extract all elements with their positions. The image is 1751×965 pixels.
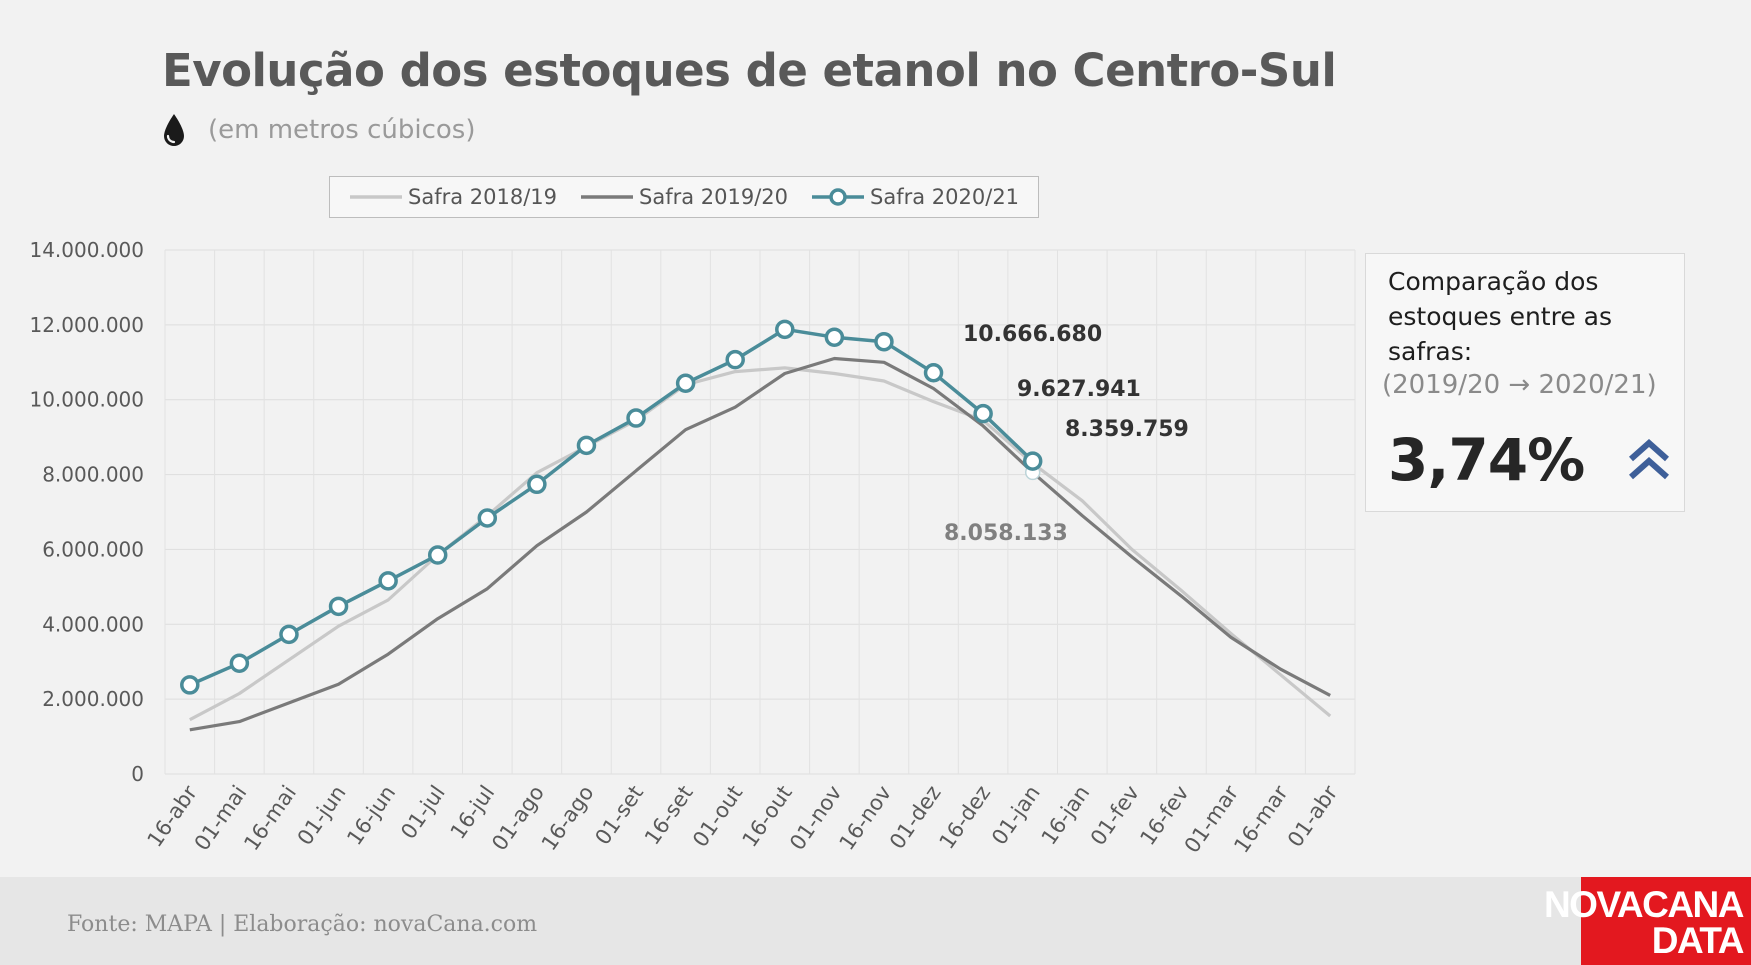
y-axis-ticks: 0 2.000.000 4.000.000 6.000.000 8.000.000 10.… xyxy=(29,238,144,786)
x-tick-label: 16-jun xyxy=(342,781,400,849)
chart-points xyxy=(180,319,1043,695)
x-tick-label: 01-abr xyxy=(1283,781,1343,852)
x-tick-label: 16-jan xyxy=(1037,781,1095,849)
subtitle-row: (em metros cúbicos) xyxy=(162,112,475,148)
page-title: Evolução dos estoques de etanol no Centr… xyxy=(162,44,1337,97)
data-label: 8.058.133 xyxy=(944,521,1068,546)
data-point-2020 xyxy=(427,545,448,565)
data-point-2020 xyxy=(675,373,696,393)
x-tick-label: 16-ago xyxy=(537,781,599,855)
y-tick-label: 0 xyxy=(131,762,144,786)
x-tick-label: 01-set xyxy=(590,781,648,849)
x-tick-label: 01-jun xyxy=(293,781,351,849)
legend-item-2019[interactable]: Safra 2019/20 xyxy=(579,185,788,209)
series-line-2019 xyxy=(189,356,1331,732)
x-tick-label: 16-nov xyxy=(835,781,896,854)
data-point-2020 xyxy=(527,474,547,495)
page-subtitle: (em metros cúbicos) xyxy=(208,115,476,145)
comparison-card-value: 3,74% xyxy=(1388,426,1585,494)
legend-label-2019: Safra 2019/20 xyxy=(639,185,789,209)
legend-swatch-2019 xyxy=(581,195,634,199)
comparison-card: Comparação dos estoques entre as safras:… xyxy=(1365,253,1685,512)
y-tick-label: 2.000.000 xyxy=(42,687,144,711)
data-point-2020 xyxy=(279,624,299,645)
legend-label-2020: Safra 2020/21 xyxy=(870,185,1020,209)
double-chevron-up-icon xyxy=(1629,439,1669,480)
y-tick-label: 14.000.000 xyxy=(29,238,144,262)
y-tick-label: 12.000.000 xyxy=(29,313,144,337)
data-point-2020 xyxy=(725,349,745,370)
footer-bar xyxy=(0,877,1581,965)
data-point-2020 xyxy=(180,675,200,695)
y-tick-label: 10.000.000 xyxy=(29,388,144,412)
series-line-2018 xyxy=(189,366,1332,722)
data-point-2020 xyxy=(923,363,944,383)
data-point-2020 xyxy=(328,596,349,617)
source-credit: Fonte: MAPA | Elaboração: novaCana.com xyxy=(67,912,538,937)
data-point-2020 xyxy=(576,435,597,456)
data-point-2020 xyxy=(378,571,398,591)
comparison-card-subtitle: (2019/20 → 2020/21) xyxy=(1382,370,1657,400)
x-axis-ticks: 16-abr01-mai16-mai01-jun16-jun01-jul16-j… xyxy=(143,781,1343,858)
logo-line1: NOVACANA xyxy=(1543,884,1745,925)
x-tick-label: 01-dez xyxy=(885,781,946,853)
chart-annotations: 10.666.680 9.627.941 8.359.759 8.058.133 xyxy=(944,322,1189,546)
y-tick-label: 4.000.000 xyxy=(42,612,144,636)
data-point-2020 xyxy=(626,408,646,428)
y-tick-label: 8.000.000 xyxy=(42,463,144,487)
data-point-2020 xyxy=(229,653,250,673)
logo-line2: DATA xyxy=(1651,920,1745,961)
x-tick-label: 16-dez xyxy=(935,781,996,853)
data-point-2020 xyxy=(1022,451,1043,471)
legend-item-2020[interactable]: Safra 2020/21 xyxy=(810,185,1019,209)
y-tick-label: 6.000.000 xyxy=(42,537,144,561)
novacana-logo[interactable]: NOVACANA DATA xyxy=(1544,877,1751,965)
legend-swatch-2018 xyxy=(350,195,402,199)
x-tick-label: 01-out xyxy=(688,781,747,851)
x-tick-label: 16-mai xyxy=(239,781,301,855)
data-point-2020 xyxy=(824,327,845,347)
legend-label-2018: Safra 2018/19 xyxy=(408,185,558,209)
drop-icon xyxy=(164,114,184,146)
data-point-2020 xyxy=(874,331,894,352)
x-tick-label: 01-fev xyxy=(1086,781,1144,850)
data-point-2020 xyxy=(775,319,795,340)
chart-grid xyxy=(164,249,1356,775)
x-tick-label: 01-jan xyxy=(987,781,1045,849)
data-label: 9.627.941 xyxy=(1017,377,1141,402)
chart-legend: Safra 2018/19 Safra 2019/20 Safra 2020/2… xyxy=(329,176,1039,218)
x-tick-label: 01-jul xyxy=(396,781,450,843)
data-label: 10.666.680 xyxy=(963,322,1102,347)
comparison-card-title: Comparação dos estoques entre as safras: xyxy=(1388,267,1612,366)
data-label: 8.359.759 xyxy=(1065,417,1189,442)
legend-item-2018[interactable]: Safra 2018/19 xyxy=(348,185,557,209)
data-point-2020 xyxy=(973,403,993,424)
data-point-2020 xyxy=(477,508,498,528)
legend-swatch-2020 xyxy=(812,188,865,206)
